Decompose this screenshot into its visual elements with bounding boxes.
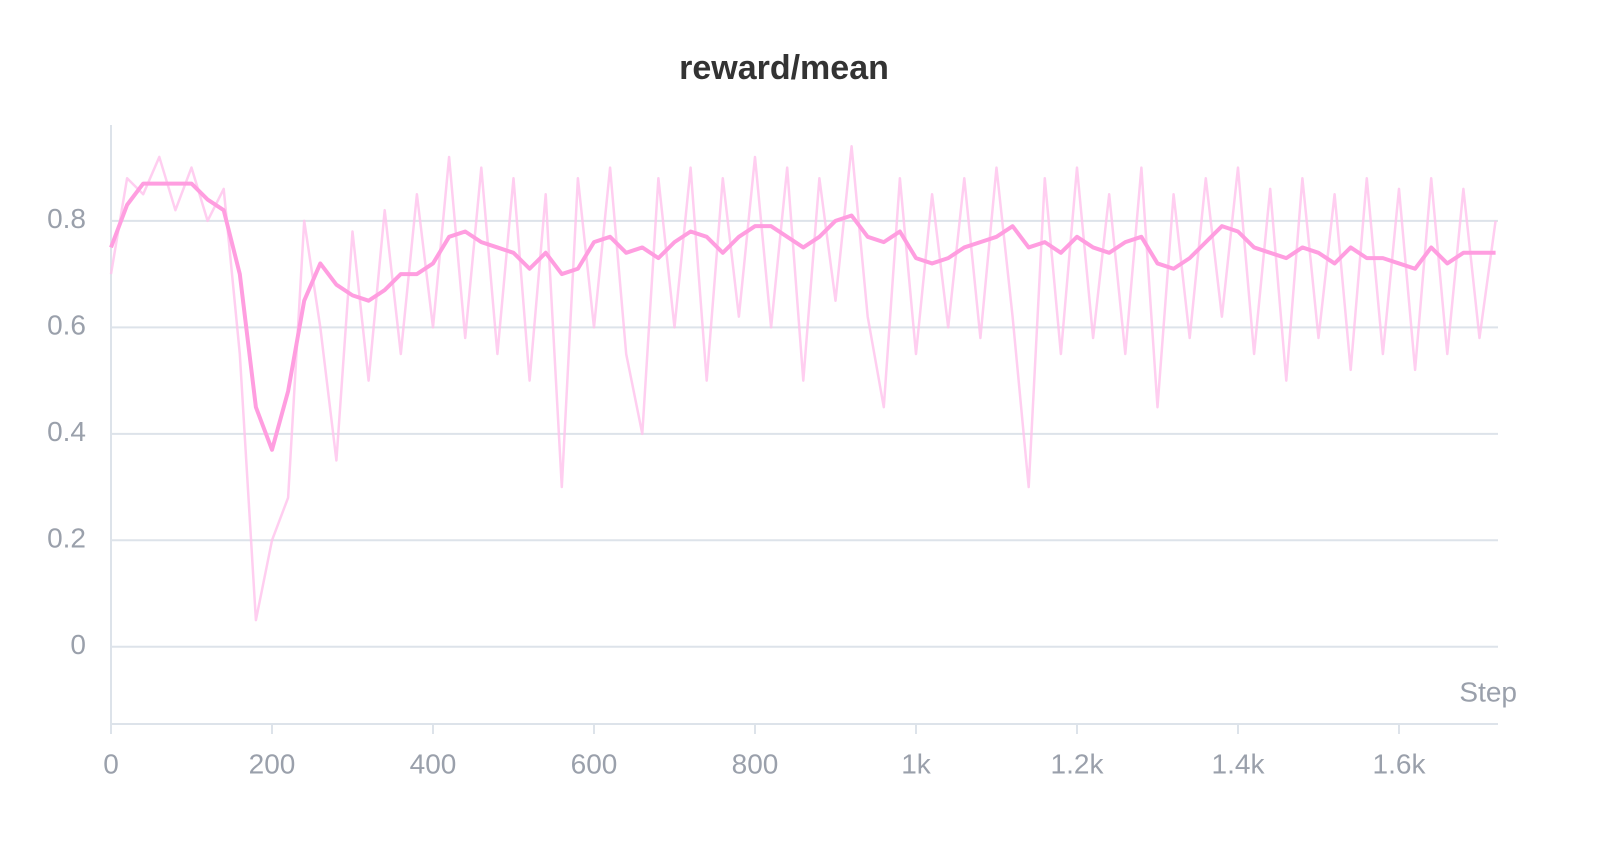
y-tick-label: 0 bbox=[70, 629, 86, 660]
x-tick-label: 1.2k bbox=[1051, 748, 1105, 779]
x-tick-label: 400 bbox=[410, 748, 457, 779]
x-tick-label: 1.4k bbox=[1212, 748, 1266, 779]
series-line bbox=[109, 145, 1497, 622]
x-tick-label: 1.6k bbox=[1373, 748, 1427, 779]
x-tick-label: 800 bbox=[732, 748, 779, 779]
y-tick-label: 0.8 bbox=[47, 203, 86, 234]
series-line bbox=[109, 181, 1496, 452]
x-axis-label: Step bbox=[1459, 676, 1517, 707]
y-tick-label: 0.6 bbox=[47, 310, 86, 341]
x-tick-label: 0 bbox=[103, 748, 119, 779]
x-tick-label: 600 bbox=[571, 748, 618, 779]
y-tick-label: 0.4 bbox=[47, 416, 86, 447]
y-tick-label: 0.2 bbox=[47, 523, 86, 554]
chart-title: reward/mean bbox=[679, 49, 889, 87]
x-tick-label: 200 bbox=[249, 748, 296, 779]
x-tick-label: 1k bbox=[901, 748, 932, 779]
